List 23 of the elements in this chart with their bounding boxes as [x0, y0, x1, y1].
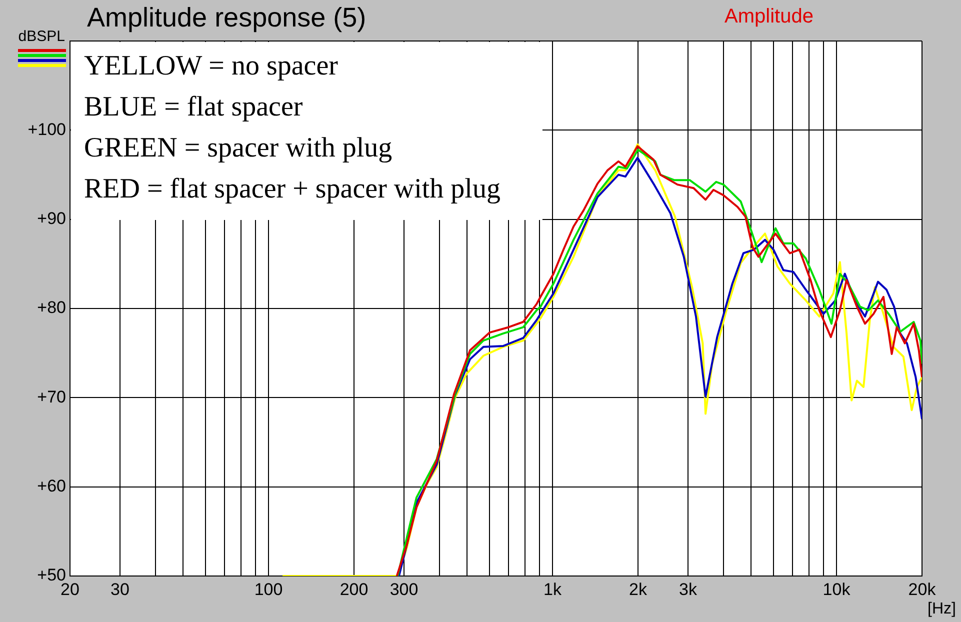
x-tick-label: 3k: [679, 580, 698, 599]
y-tick-label: +80: [37, 298, 66, 318]
annotation: RED = flat spacer + spacer with plug: [84, 173, 500, 204]
y-tick-label: +60: [37, 476, 66, 496]
chart-title: Amplitude response (5): [87, 2, 366, 32]
x-tick-label: 200: [340, 580, 368, 599]
x-tick-label: 1k: [544, 580, 562, 599]
y-tick-label: +100: [28, 120, 66, 139]
x-tick-label: 30: [110, 580, 130, 599]
y-tick-label: +70: [37, 387, 66, 406]
x-tick-label: 20: [60, 580, 80, 599]
chart-subtitle: Amplitude: [724, 6, 814, 28]
y-axis-title: dBSPL: [18, 28, 65, 46]
x-tick-label: 2k: [629, 580, 648, 599]
annotation: GREEN = spacer with plug: [84, 132, 392, 164]
x-axis-title: [Hz]: [928, 600, 956, 618]
y-tick-label: +90: [37, 209, 66, 228]
x-tick-label: 10k: [822, 580, 851, 599]
annotation: YELLOW = no spacer: [84, 50, 339, 82]
annotation: BLUE = flat spacer: [84, 91, 304, 122]
x-tick-label: 20k: [908, 580, 936, 599]
x-tick-label: 300: [390, 580, 418, 599]
x-tick-label: 100: [254, 580, 283, 599]
